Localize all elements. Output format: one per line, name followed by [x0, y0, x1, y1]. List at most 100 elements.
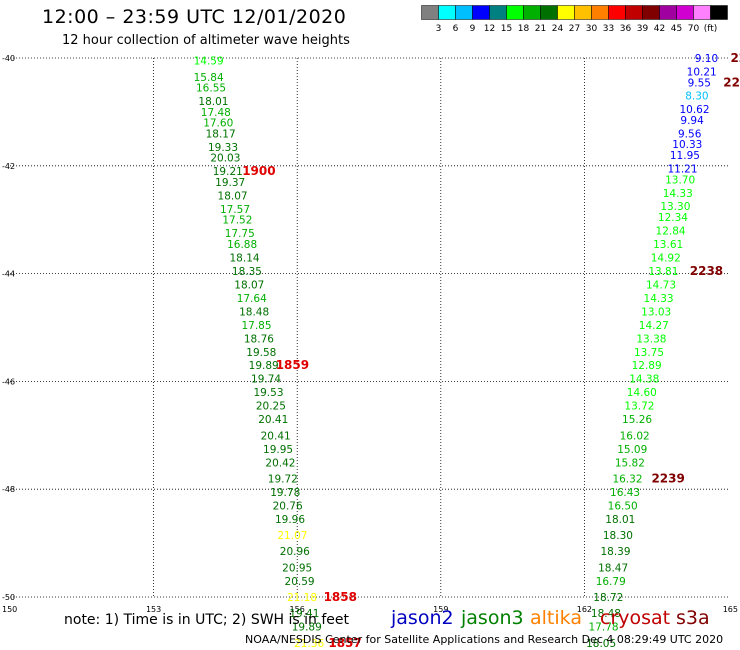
wave-height-value: 12.34: [658, 212, 688, 224]
color-scale-label: (ft): [704, 24, 718, 34]
page-title: 12:00 – 23:59 UTC 12/01/2020: [42, 6, 347, 28]
wave-height-value: 12.89: [632, 360, 662, 372]
pass-time-label: 2238: [690, 264, 723, 278]
wave-height-value: 11.95: [670, 150, 700, 162]
wave-height-value: 17.57: [220, 204, 250, 216]
wave-height-value: 20.03: [210, 153, 240, 165]
wave-height-value: 16.32: [612, 473, 642, 485]
wave-height-value: 19.72: [268, 473, 298, 485]
y-tick-label: -48: [2, 485, 15, 494]
wave-height-value: 16.55: [196, 83, 226, 95]
wave-height-value: 19.96: [275, 514, 305, 526]
y-tick-label: -44: [2, 270, 15, 279]
wave-height-value: 13.03: [641, 306, 671, 318]
wave-height-value: 20.25: [256, 401, 286, 413]
pass-time-label: 1857: [328, 636, 361, 650]
wave-height-value: 21.07: [277, 530, 307, 542]
pass-time-label: 1858: [324, 590, 357, 604]
wave-height-value: 19.21: [213, 166, 243, 178]
color-scale-label: 39: [637, 24, 649, 34]
wave-height-value: 14.73: [646, 279, 676, 291]
x-tick-label: 159: [433, 605, 448, 614]
wave-height-value: 18.76: [244, 333, 274, 345]
color-scale-label: 24: [552, 24, 564, 34]
wave-height-value: 17.52: [222, 215, 252, 227]
wave-height-value: 18.72: [593, 592, 623, 604]
color-scale-label: 6: [453, 24, 459, 34]
wave-height-value: 18.14: [230, 252, 260, 264]
color-scale-label: 15: [501, 24, 512, 34]
wave-height-value: 16.43: [610, 487, 640, 499]
y-tick-label: -40: [2, 54, 15, 63]
wave-height-value: 20.42: [265, 457, 295, 469]
page-subtitle: 12 hour collection of altimeter wave hei…: [62, 33, 350, 48]
wave-height-value: 14.33: [663, 188, 693, 200]
wave-height-value: 19.89: [292, 622, 322, 634]
wave-height-value: 9.10: [695, 53, 718, 65]
x-tick-label: 153: [146, 605, 161, 614]
credit-line: NOAA/NESDIS Center for Satellite Applica…: [245, 633, 724, 646]
pass-time-label: 1900: [242, 164, 275, 178]
wave-height-value: 11.21: [667, 163, 697, 175]
color-scale-label: 9: [470, 24, 476, 34]
wave-height-value: 10.21: [687, 66, 717, 78]
pass-time-label: 2239: [651, 471, 684, 485]
wave-height-value: 9.55: [688, 77, 711, 89]
wave-height-value: 10.33: [672, 139, 702, 151]
pass-time-label: 1859: [276, 358, 309, 372]
x-tick-label: 156: [290, 605, 305, 614]
wave-height-value: 14.38: [629, 374, 659, 386]
wave-height-value: 20.41: [261, 430, 291, 442]
wave-height-value: 18.39: [600, 546, 630, 558]
wave-height-value: 18.17: [206, 128, 236, 140]
wave-height-value: 18.07: [218, 190, 248, 202]
color-scale-label: 45: [671, 24, 682, 34]
color-scale-label: 30: [586, 24, 598, 34]
satellite-label-cryosat: cryosat: [600, 607, 671, 629]
wave-height-value: 21.36: [294, 638, 324, 650]
satellite-label-jason3: jason3: [461, 607, 524, 629]
units-note: note: 1) Time is in UTC; 2) SWH is in fe…: [64, 612, 350, 628]
wave-height-value: 13.30: [660, 201, 690, 213]
wave-height-value: 19.53: [253, 387, 283, 399]
wave-height-value: 14.59: [194, 56, 224, 68]
wave-height-value: 17.78: [589, 622, 619, 634]
wave-height-value: 10.62: [679, 104, 709, 116]
wave-height-value: 13.61: [653, 239, 683, 251]
wave-height-value: 17.60: [203, 118, 233, 130]
color-scale-label: 18: [518, 24, 530, 34]
x-tick-label: 162: [577, 605, 592, 614]
wave-height-value: 8.30: [685, 91, 708, 103]
wave-height-value: 18.01: [198, 96, 228, 108]
wave-height-value: 12.84: [656, 225, 686, 237]
color-scale-label: 12: [484, 24, 495, 34]
wave-height-value: 17.75: [225, 228, 255, 240]
wave-height-value: 15.09: [617, 444, 647, 456]
satellite-label-s3a: s3a: [676, 607, 710, 629]
wave-height-value: 15.26: [622, 414, 652, 426]
wave-height-value: 20.41: [258, 414, 288, 426]
color-scale-label: 70: [688, 24, 700, 34]
satellite-label-jason2: jason2: [391, 607, 454, 629]
wave-height-value: 13.38: [636, 333, 666, 345]
wave-height-value: 13.72: [624, 401, 654, 413]
pass-time-label: 2237: [723, 75, 740, 89]
wave-height-value: 18.48: [591, 608, 621, 620]
wave-height-value: 20.76: [273, 500, 303, 512]
wave-height-value: 16.79: [596, 576, 626, 588]
wave-height-value: 18.47: [598, 562, 628, 574]
y-tick-label: -42: [2, 162, 15, 171]
wave-height-value: 15.84: [194, 72, 224, 84]
wave-height-value: 16.50: [608, 500, 638, 512]
wave-height-value: 14.60: [627, 387, 657, 399]
wave-height-value: 16.88: [227, 239, 257, 251]
wave-height-value: 18.35: [232, 266, 262, 278]
wave-height-value: 14.27: [639, 320, 669, 332]
color-scale-label: 33: [603, 24, 614, 34]
wave-height-value: 17.64: [237, 293, 267, 305]
wave-height-value: 13.70: [665, 174, 695, 186]
wave-height-value: 20.96: [280, 546, 310, 558]
wave-height-value: 13.75: [634, 347, 664, 359]
wave-height-value: 16.02: [620, 430, 650, 442]
